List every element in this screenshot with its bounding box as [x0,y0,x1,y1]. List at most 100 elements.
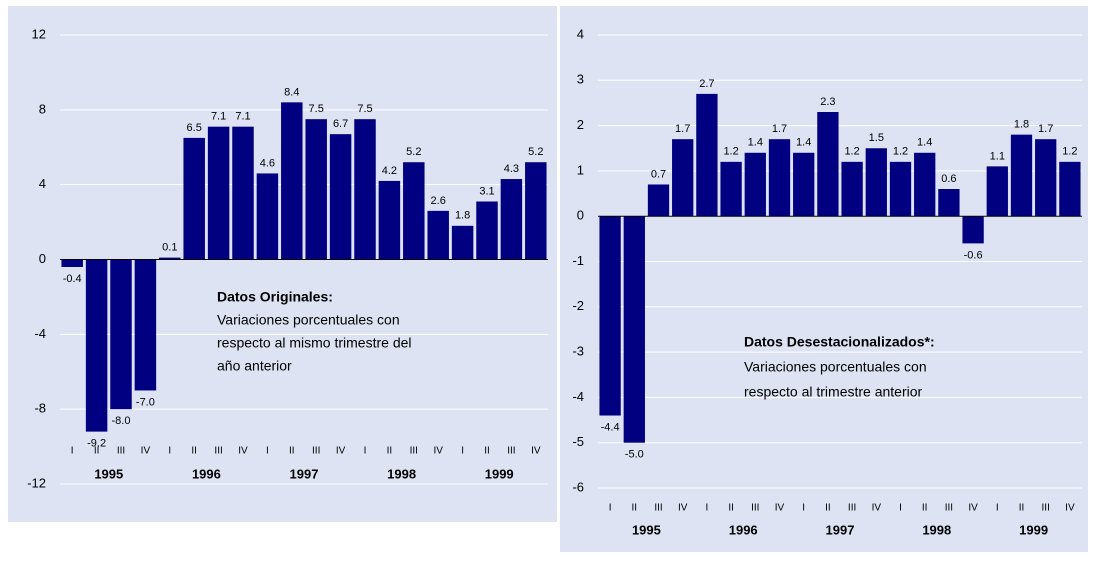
y-tick-label: -2 [572,298,584,313]
bar [647,184,670,217]
x-tick-label: II [728,503,734,514]
annotation-line: respecto al trimestre anterior [744,384,923,400]
bar [817,112,839,217]
x-tick-label: III [117,446,125,457]
x-tick-label: III [654,503,662,514]
y-tick-label: 1 [577,162,584,177]
data-label: -8.0 [112,415,131,427]
x-tick-label: IV [1065,503,1075,514]
x-tick-label: II [922,503,928,514]
group-label: 1998 [387,466,416,481]
bar [281,102,303,260]
bar [207,126,230,260]
bar [623,216,645,443]
data-label: 8.4 [284,86,299,98]
bar [85,259,108,432]
y-tick-label: 0 [577,208,584,223]
x-tick-label: I [609,503,612,514]
bar [1010,134,1033,217]
bar [986,166,1008,217]
y-tick-label: 4 [39,176,46,191]
y-tick-label: -4 [572,389,584,404]
bar [134,259,157,391]
x-tick-label: IV [238,446,248,457]
data-label: 2.3 [820,96,835,108]
x-tick-label: II [825,503,831,514]
bar [720,161,742,217]
x-tick-label: I [71,446,74,457]
bar [1059,161,1081,217]
data-label: 6.5 [187,122,202,134]
x-tick-label: II [1019,503,1025,514]
y-tick-label: 0 [39,251,46,266]
x-tick-label: IV [775,503,785,514]
y-tick-label: -12 [27,475,46,490]
y-tick-label: -3 [572,344,584,359]
data-label: 1.7 [1038,123,1053,135]
bar [962,216,984,244]
x-tick-label: II [484,446,490,457]
x-tick-label: II [632,503,638,514]
data-label: 1.8 [455,210,470,222]
group-label: 1995 [632,522,661,537]
annotation-line: año anterior [217,358,292,374]
bar [159,257,181,260]
data-label: 1.2 [723,146,738,158]
x-tick-label: I [899,503,902,514]
x-tick-label: IV [872,503,882,514]
x-tick-label: II [191,446,197,457]
annotation-title: Datos Desestacionalizados*: [744,334,935,350]
x-tick-label: III [507,446,515,457]
group-label: 1999 [1019,522,1048,537]
bar [256,173,279,260]
data-label: 3.1 [479,185,494,197]
data-label: -0.6 [964,249,983,261]
x-tick-label: I [364,446,367,457]
data-label: 1.2 [1062,146,1077,158]
bar [696,93,718,217]
data-label: -4.4 [601,421,620,433]
data-label: 7.1 [211,111,226,123]
data-label: 1.2 [893,146,908,158]
data-label: 1.7 [772,123,787,135]
x-tick-label: IV [531,446,541,457]
x-tick-label: III [945,503,953,514]
y-tick-label: -8 [34,401,46,416]
bar [476,201,498,260]
data-label: 1.1 [990,150,1005,162]
data-label: 0.6 [941,173,956,185]
data-label: 4.3 [504,163,519,175]
data-label: -5.0 [625,449,644,461]
bar [525,162,547,260]
data-label: 1.4 [796,137,811,149]
x-tick-label: IV [141,446,151,457]
y-tick-label: -6 [572,479,584,494]
data-label: -7.0 [136,396,155,408]
data-label: 1.7 [675,123,690,135]
x-tick-label: II [94,446,100,457]
bar [378,180,401,260]
group-label: 1996 [192,466,221,481]
x-tick-label: IV [433,446,443,457]
x-tick-label: I [802,503,805,514]
data-label: 5.2 [406,146,421,158]
x-tick-label: I [706,503,709,514]
x-tick-label: I [168,446,171,457]
bar [183,137,205,260]
bar [841,161,863,217]
data-label: 7.1 [235,111,250,123]
group-label: 1997 [826,522,855,537]
data-label: 1.8 [1014,119,1029,131]
bar [305,119,327,260]
data-label: 1.4 [748,137,763,149]
bar [599,216,621,416]
y-tick-label: 4 [577,26,584,41]
data-label: 5.2 [528,146,543,158]
bar [500,179,523,260]
group-label: 1999 [485,466,514,481]
annotation-title: Datos Originales: [217,289,333,305]
x-tick-label: IV [678,503,688,514]
x-tick-label: III [751,503,759,514]
